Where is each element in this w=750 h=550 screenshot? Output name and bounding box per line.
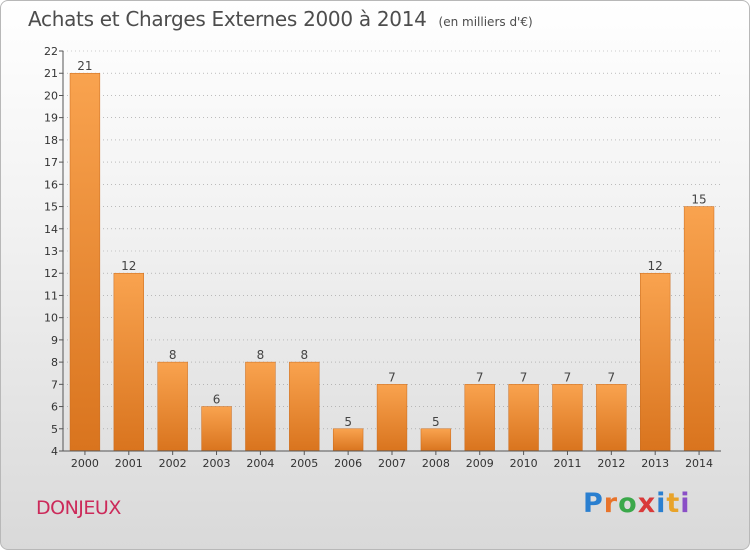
x-tick-label: 2009 [466,457,494,470]
bar-value-label: 5 [344,415,352,429]
bar [245,361,276,452]
bar-value-label: 7 [476,370,484,384]
y-tick-label: 12 [44,267,58,280]
x-tick-label: 2008 [422,457,450,470]
x-tick-label: 2000 [71,457,99,470]
bar [332,428,364,452]
y-tick-label: 10 [44,312,58,325]
bar [69,72,101,452]
y-tick-label: 8 [51,356,58,369]
bar-value-label: 8 [300,348,308,362]
x-tick-label: 2003 [203,457,231,470]
x-tick-label: 2010 [510,457,538,470]
labels: 4 5 6 7 8 9 10 11 12 13 14 15 16 17 18 19 20 21 22 21 2000 12… [44,45,713,470]
bar-value-label: 7 [520,370,528,384]
x-tick-label: 2012 [597,457,625,470]
bar [640,272,671,452]
logo-letter: o [618,488,638,519]
y-tick-label: 17 [44,156,58,169]
x-tick-label: 2004 [246,457,274,470]
x-tick-label: 2007 [378,457,406,470]
bar [113,272,144,452]
x-tick-label: 2001 [115,457,143,470]
x-tick-label: 2011 [553,457,581,470]
bar-value-label: 7 [564,370,572,384]
logo-letter: t [666,488,681,519]
x-tick-label: 2005 [290,457,318,470]
bar [201,406,232,452]
chart-unit: (en milliers d'€) [438,15,533,29]
x-tick-label: 2006 [334,457,362,470]
bar [596,384,627,452]
axes [59,50,721,455]
y-tick-label: 13 [44,245,58,258]
y-tick-label: 7 [51,378,58,391]
bar-value-label: 8 [169,348,177,362]
bar [464,384,495,452]
y-tick-label: 4 [51,445,58,458]
bar [420,428,452,452]
y-tick-label: 19 [44,112,58,125]
logo-letter: i [656,488,667,519]
bar-value-label: 12 [121,259,136,273]
y-tick-label: 21 [44,67,58,80]
y-tick-label: 6 [51,401,58,414]
logo-letter: r [603,488,619,519]
bar [508,384,539,452]
chart-title: Achats et Charges Externes 2000 à 2014 (e… [28,7,533,31]
y-tick-label: 18 [44,134,58,147]
y-tick-label: 5 [51,423,58,436]
bars [69,72,715,452]
bar-value-label: 5 [432,415,440,429]
logo-letter: P [583,488,604,519]
location-name: DONJEUX [36,497,121,519]
y-tick-label: 15 [44,201,58,214]
y-tick-label: 14 [44,223,58,236]
bar [157,361,188,452]
bar [289,361,320,452]
proxiti-logo: Proxiti [583,488,691,519]
bar-value-label: 7 [388,370,396,384]
bar [552,384,583,452]
x-tick-label: 2013 [641,457,669,470]
bar [376,384,408,452]
bar-value-label: 8 [257,348,265,362]
y-tick-label: 11 [44,289,58,302]
y-tick-label: 20 [44,89,58,102]
bar [683,206,715,452]
x-tick-label: 2002 [159,457,187,470]
bar-value-label: 15 [691,193,706,207]
bar-value-label: 21 [77,59,92,73]
bar-value-label: 12 [648,259,663,273]
x-tick-label: 2014 [685,457,713,470]
logo-letter: x [637,488,657,519]
bar-value-label: 6 [213,393,221,407]
bar-value-label: 7 [608,370,616,384]
logo-letter: i [680,488,691,519]
y-tick-label: 22 [44,45,58,58]
y-tick-label: 16 [44,178,58,191]
chart-title-text: Achats et Charges Externes 2000 à 2014 [28,7,427,31]
y-tick-label: 9 [51,334,58,347]
